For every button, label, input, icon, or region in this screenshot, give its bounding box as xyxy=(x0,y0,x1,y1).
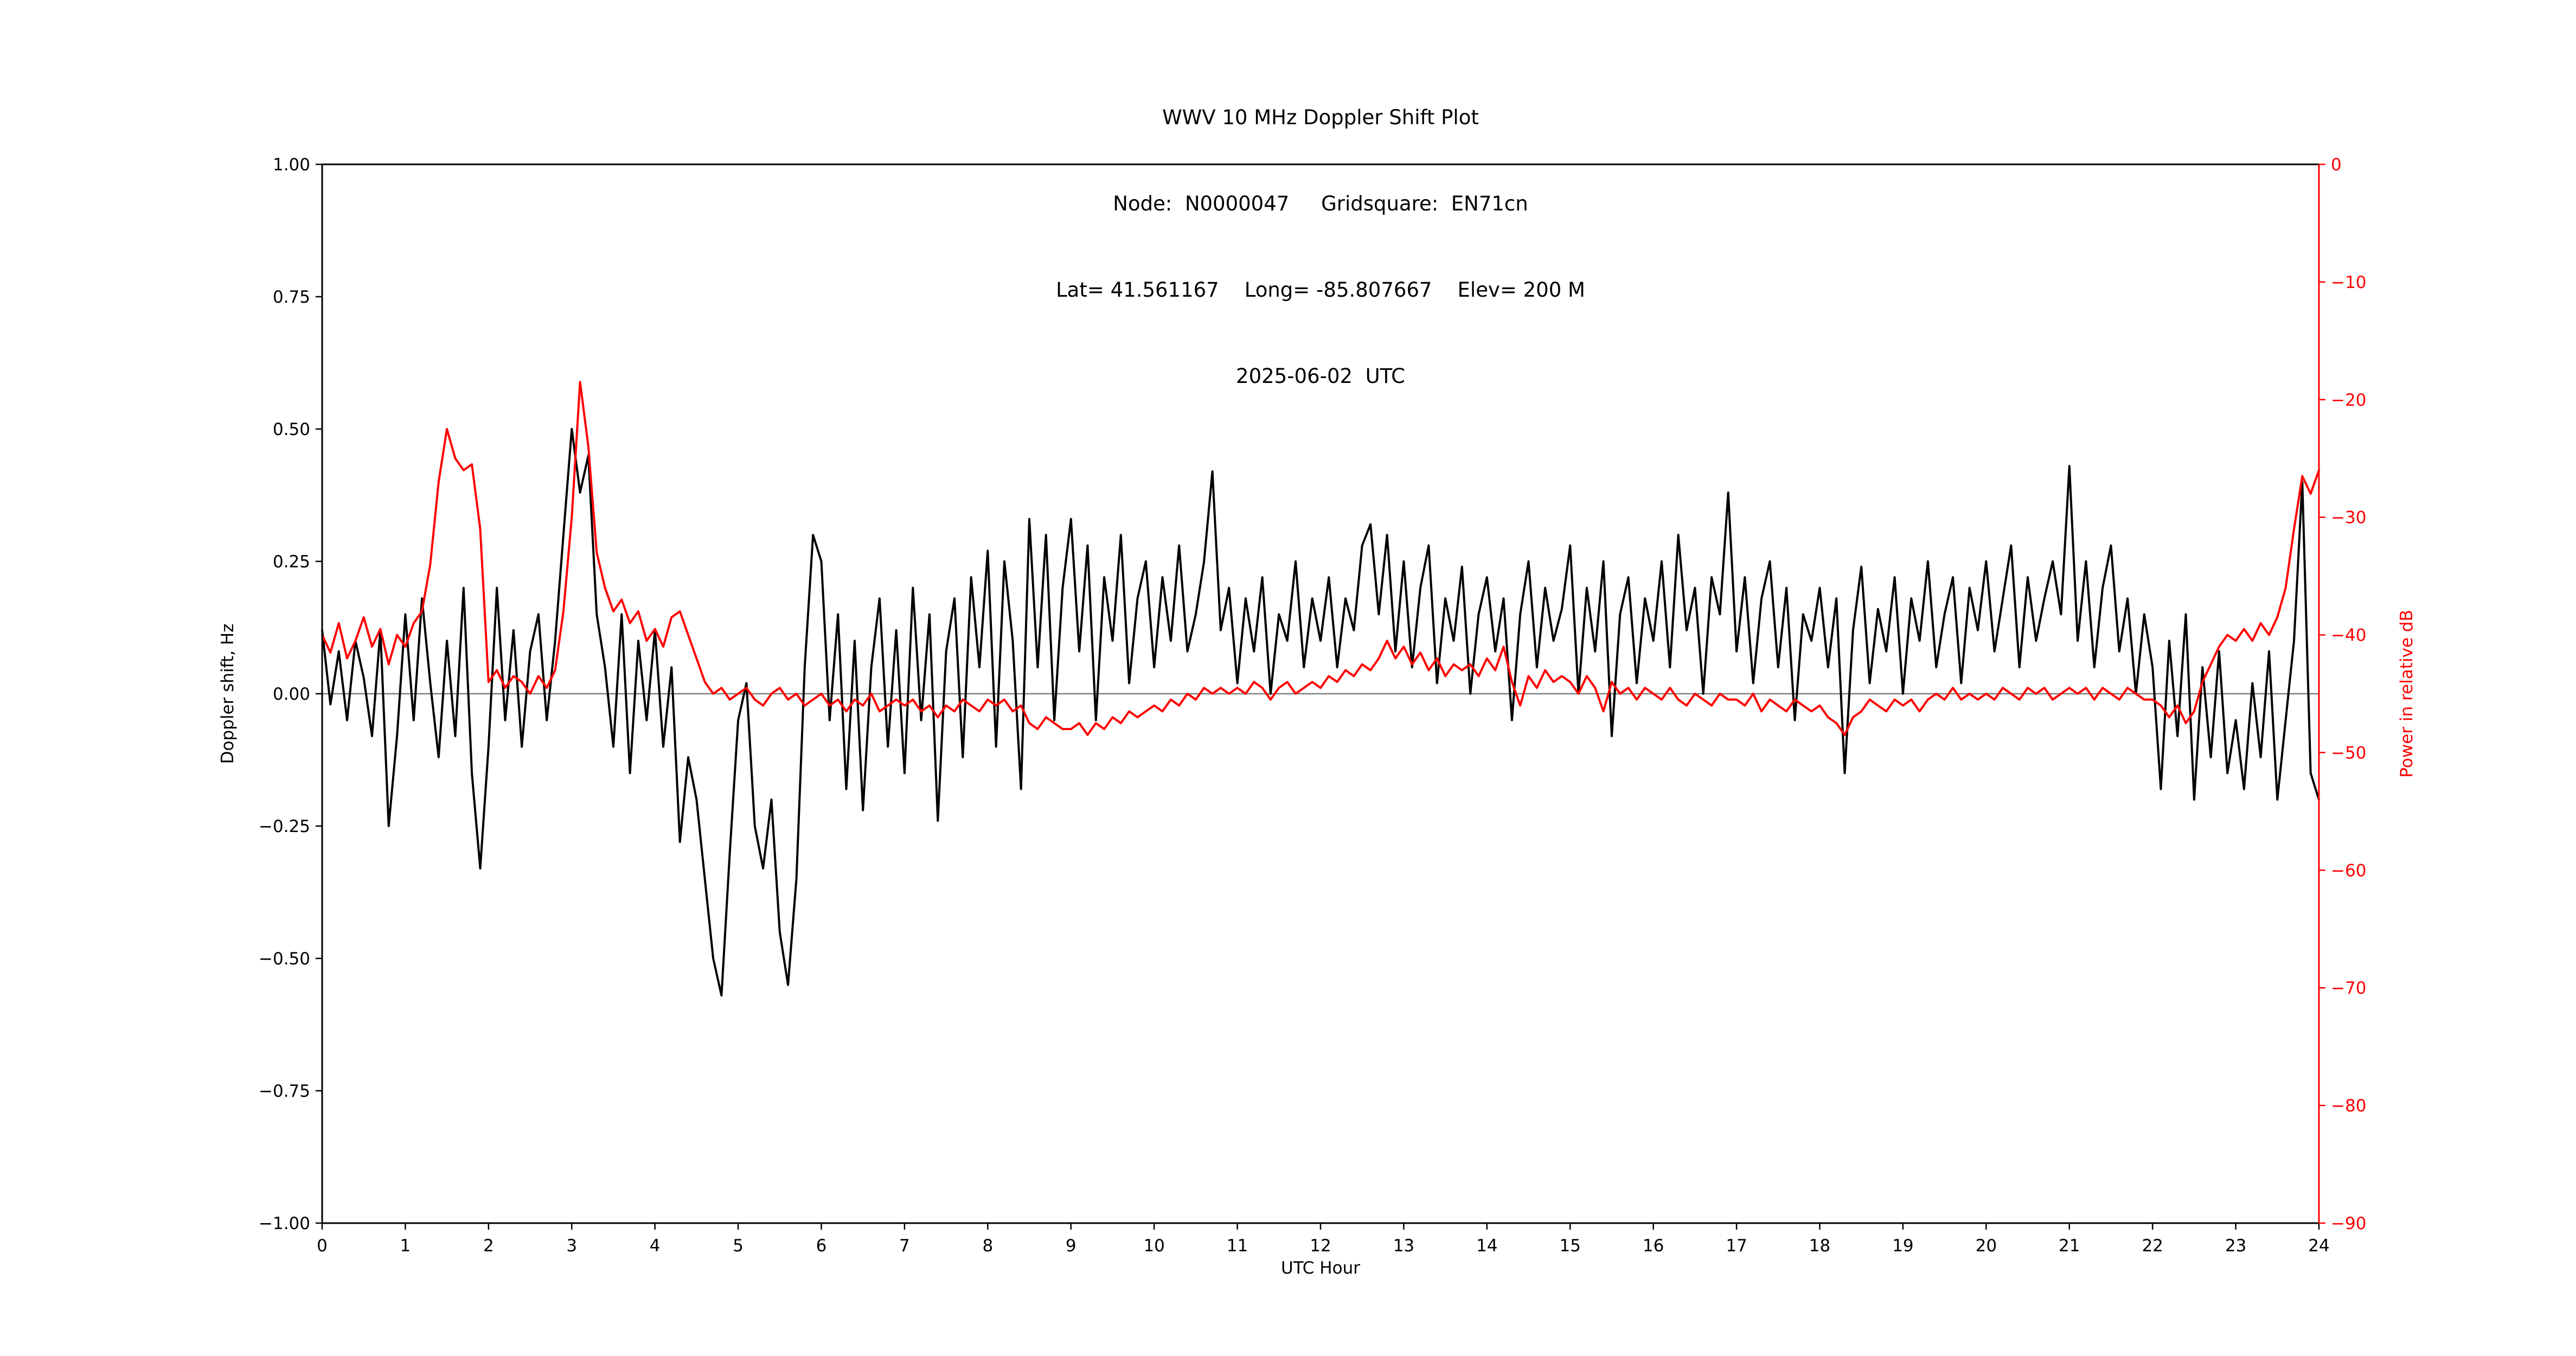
y-right-tick-label: 0 xyxy=(2331,155,2342,175)
x-tick-label: 8 xyxy=(982,1236,993,1256)
y-left-tick-label: 0.00 xyxy=(273,685,310,704)
date-utc-line: 2025-06-02 UTC xyxy=(1236,364,1405,388)
y-right-tick-label: −30 xyxy=(2331,508,2366,528)
x-tick-label: 2 xyxy=(483,1236,494,1256)
power-series-line xyxy=(321,381,2320,736)
doppler-shift-series-line xyxy=(321,428,2320,997)
x-tick-label: 24 xyxy=(2308,1236,2329,1256)
chart-title: WWV 10 MHz Doppler Shift Plot xyxy=(1162,106,1479,129)
x-tick-label: 13 xyxy=(1393,1236,1414,1256)
x-tick-label: 16 xyxy=(1643,1236,1664,1256)
y-right-tick-label: −70 xyxy=(2331,978,2366,998)
x-tick-label: 4 xyxy=(650,1236,661,1256)
x-tick-label: 11 xyxy=(1227,1236,1248,1256)
node-gridsquare-line: Node: N0000047 Gridsquare: EN71cn xyxy=(1113,192,1528,215)
lat-long-elev-line: Lat= 41.561167 Long= -85.807667 Elev= 20… xyxy=(1056,278,1585,302)
x-tick-label: 0 xyxy=(317,1236,328,1256)
x-axis-label: UTC Hour xyxy=(1281,1258,1360,1278)
x-tick-label: 23 xyxy=(2225,1236,2246,1256)
x-tick-label: 10 xyxy=(1143,1236,1164,1256)
x-tick-label: 6 xyxy=(816,1236,827,1256)
y-axis-label-left: Doppler shift, Hz xyxy=(218,624,238,764)
y-right-tick-label: −50 xyxy=(2331,743,2366,763)
y-left-tick-label: 1.00 xyxy=(273,155,310,175)
y-right-tick-label: −90 xyxy=(2331,1214,2366,1233)
y-right-tick-label: −80 xyxy=(2331,1096,2366,1116)
chart-header: WWV 10 MHz Doppler Shift Plot Node: N000… xyxy=(322,46,2319,448)
x-tick-label: 14 xyxy=(1476,1236,1497,1256)
y-left-tick-label: 0.25 xyxy=(273,552,310,572)
y-right-tick-label: −20 xyxy=(2331,391,2366,410)
y-left-tick-label: −0.75 xyxy=(259,1082,310,1101)
x-tick-label: 20 xyxy=(1976,1236,1997,1256)
x-tick-label: 5 xyxy=(733,1236,744,1256)
y-left-tick-label: −0.25 xyxy=(259,817,310,836)
y-right-tick-label: −10 xyxy=(2331,273,2366,292)
y-left-tick-label: −1.00 xyxy=(259,1214,310,1233)
y-left-tick-label: −0.50 xyxy=(259,949,310,969)
x-tick-label: 7 xyxy=(899,1236,910,1256)
x-tick-label: 15 xyxy=(1560,1236,1581,1256)
x-tick-label: 9 xyxy=(1066,1236,1076,1256)
y-left-tick-label: 0.75 xyxy=(273,287,310,307)
y-right-tick-label: −40 xyxy=(2331,626,2366,645)
y-left-tick-label: 0.50 xyxy=(273,420,310,439)
plot-generated-content: 0 1 2 3 4 5 6 7 8 9 10 11 12 13 14 15 16 17 18 19 20 21 22 23 24… xyxy=(259,155,2366,1256)
y-axis-label-right: Power in relative dB xyxy=(2397,610,2417,777)
x-tick-label: 12 xyxy=(1310,1236,1331,1256)
x-tick-label: 1 xyxy=(400,1236,411,1256)
x-tick-label: 18 xyxy=(1809,1236,1830,1256)
x-tick-label: 19 xyxy=(1892,1236,1913,1256)
x-tick-label: 17 xyxy=(1726,1236,1747,1256)
x-tick-label: 3 xyxy=(566,1236,577,1256)
x-tick-label: 22 xyxy=(2142,1236,2163,1256)
x-tick-label: 21 xyxy=(2059,1236,2080,1256)
y-right-tick-label: −60 xyxy=(2331,861,2366,880)
